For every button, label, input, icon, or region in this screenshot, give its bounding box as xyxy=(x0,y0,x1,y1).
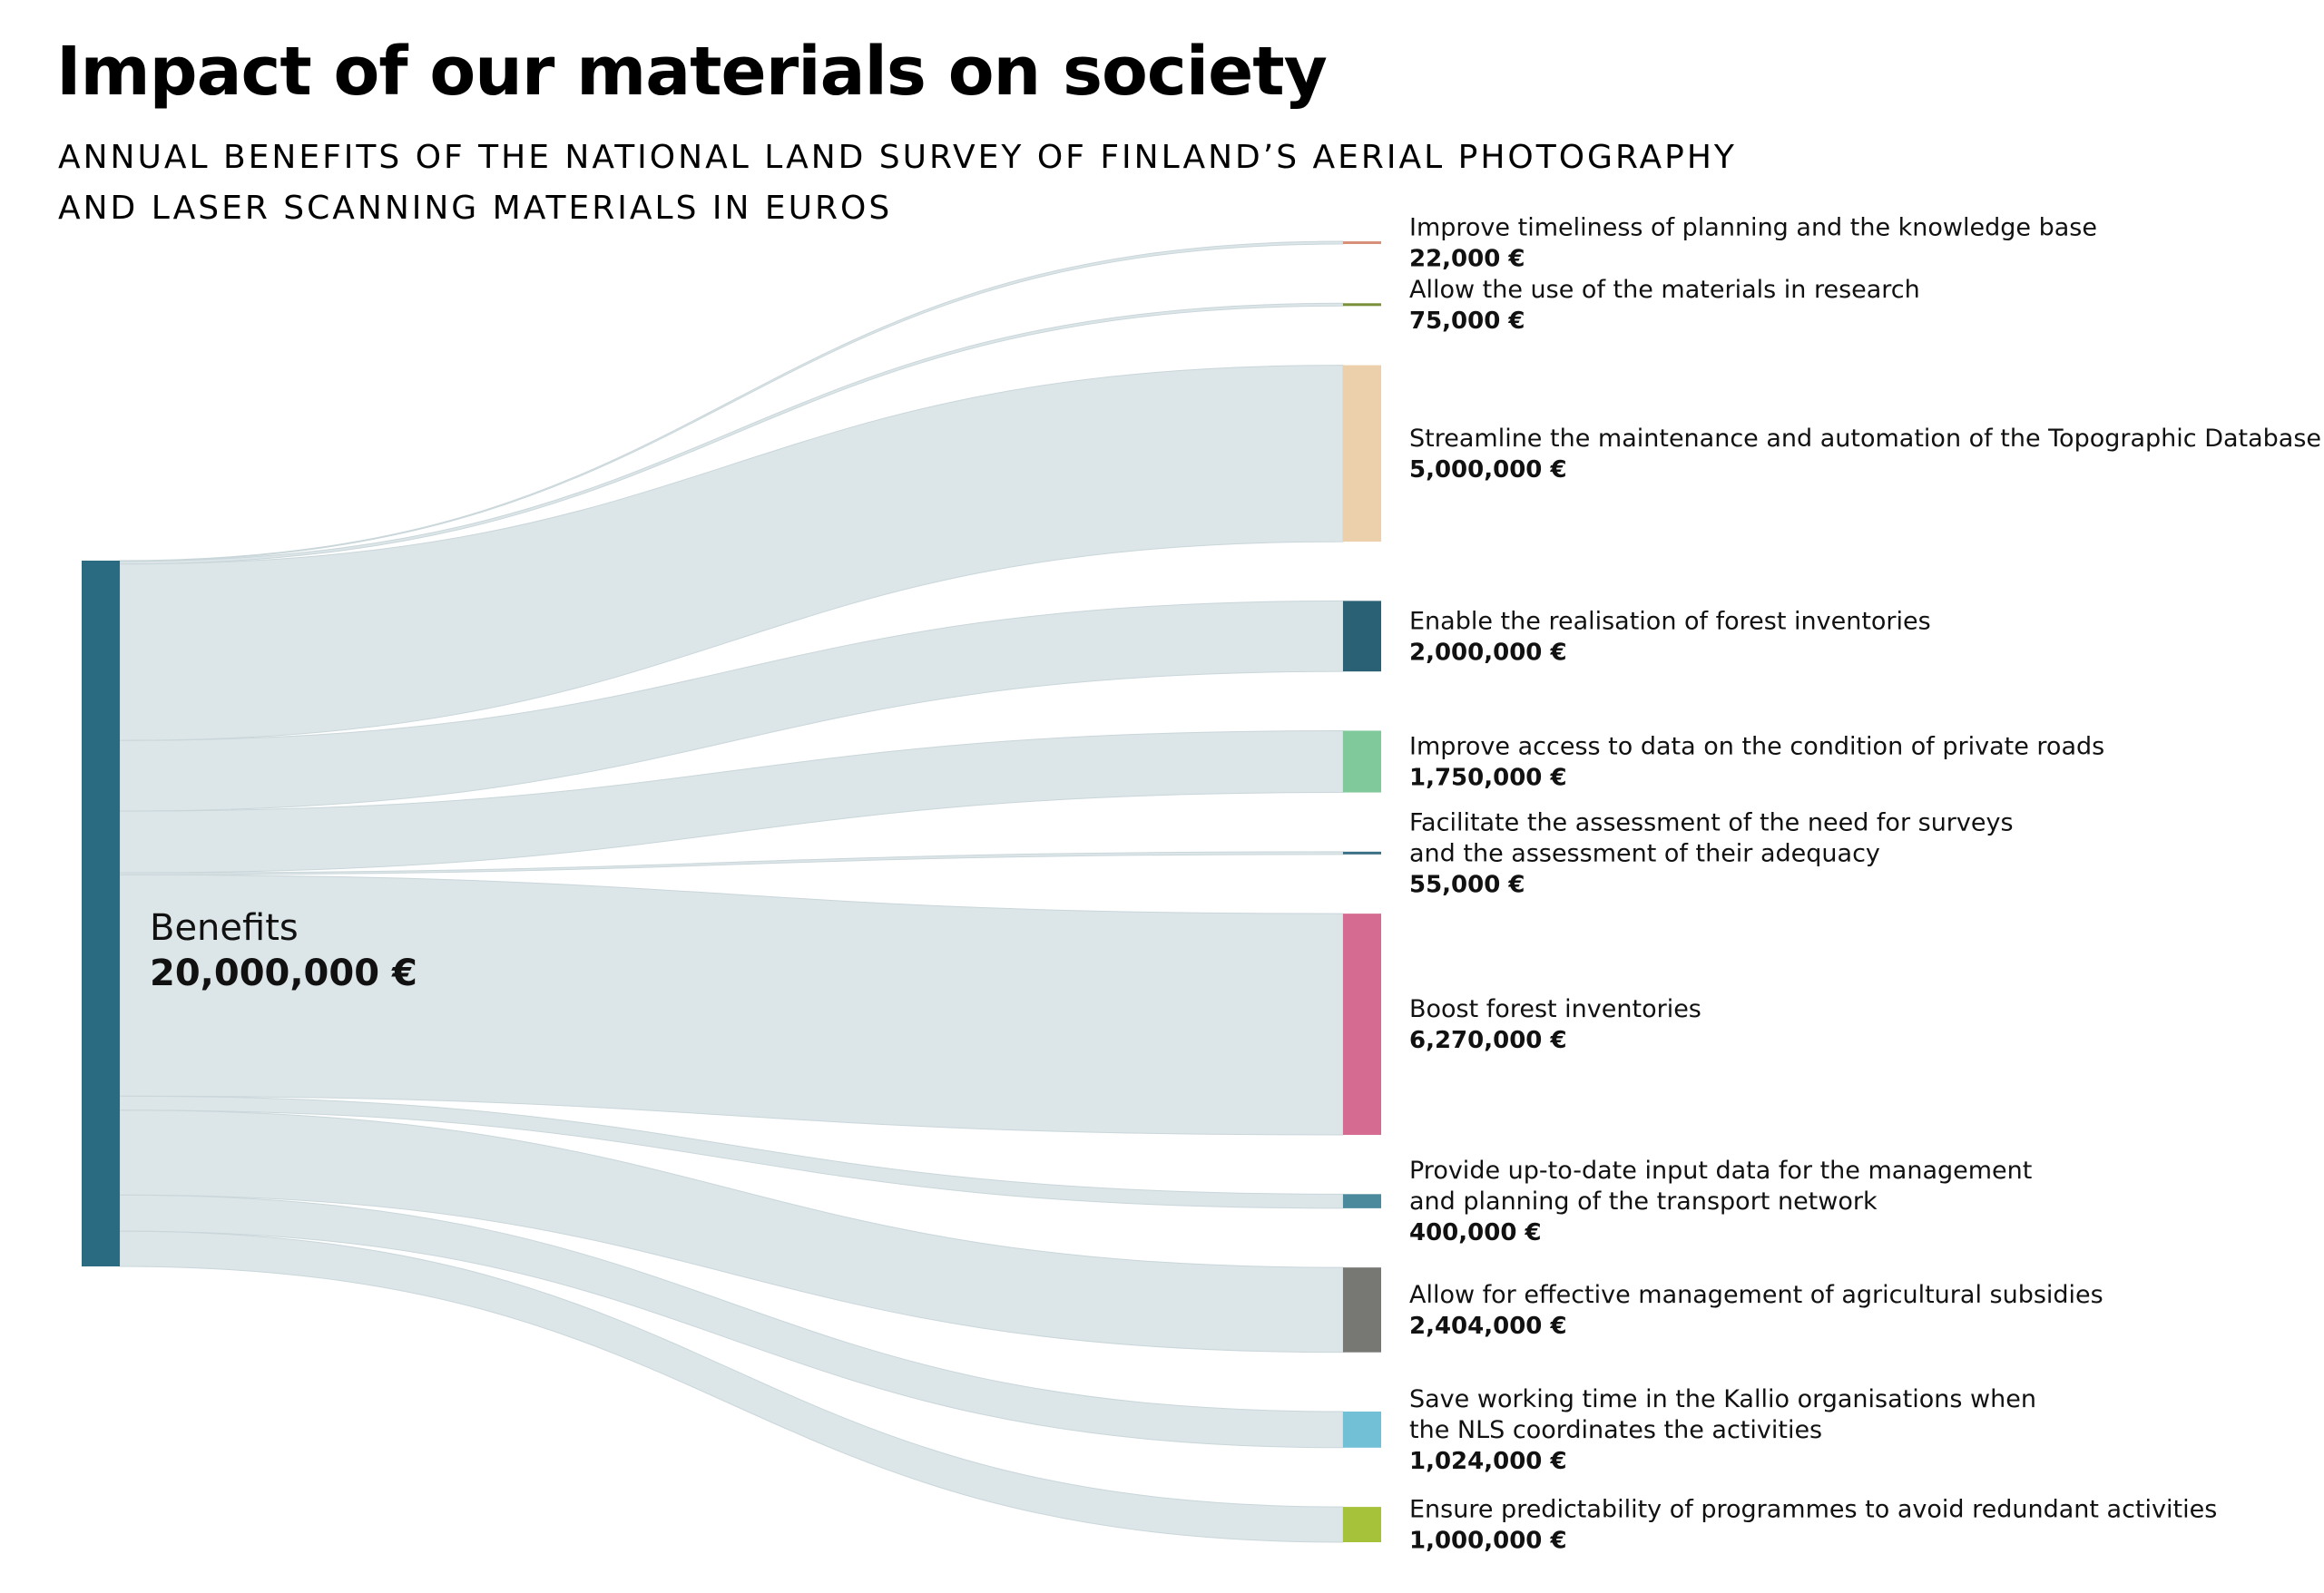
source-value-label: 20,000,000 € xyxy=(150,953,417,994)
target-value-label: 1,024,000 € xyxy=(1409,1448,1567,1475)
target-node xyxy=(1343,851,1381,855)
target-label: Save working time in the Kallio organisa… xyxy=(1409,1385,2036,1413)
target-node xyxy=(1343,241,1381,244)
target-value-label: 22,000 € xyxy=(1409,246,1525,273)
sankey-link xyxy=(119,874,1344,1136)
sankey-link xyxy=(119,600,1344,812)
chart-subtitle-line-1: ANNUAL BENEFITS OF THE NATIONAL LAND SUR… xyxy=(58,139,1737,176)
target-value-label: 75,000 € xyxy=(1409,308,1525,335)
target-node xyxy=(1343,1267,1381,1353)
sankey-nodes xyxy=(82,241,1381,1542)
target-label: Boost forest inventories xyxy=(1409,995,1701,1023)
target-label: Improve timeliness of planning and the k… xyxy=(1409,214,2097,242)
target-node xyxy=(1343,1194,1381,1208)
target-label: Enable the realisation of forest invento… xyxy=(1409,607,1931,635)
target-label: Provide up-to-date input data for the ma… xyxy=(1409,1157,2032,1185)
target-label: Improve access to data on the condition … xyxy=(1409,733,2104,761)
target-node xyxy=(1343,303,1381,307)
target-label: Facilitate the assessment of the need fo… xyxy=(1409,808,2014,836)
sankey-links xyxy=(119,240,1344,1543)
chart-title: Impact of our materials on society xyxy=(56,33,1328,111)
target-label: Allow for effective management of agricu… xyxy=(1409,1281,2103,1309)
target-label: Ensure predictability of programmes to a… xyxy=(1409,1496,2217,1524)
target-node xyxy=(1343,1411,1381,1448)
target-node xyxy=(1343,1507,1381,1542)
chart-subtitle-line-2: AND LASER SCANNING MATERIALS IN EUROS xyxy=(58,190,893,227)
sankey-link xyxy=(119,365,1344,741)
target-node xyxy=(1343,365,1381,542)
target-label: and the assessment of their adequacy xyxy=(1409,839,1880,867)
target-node xyxy=(1343,730,1381,793)
source-node-benefits xyxy=(82,561,120,1266)
target-value-label: 1,000,000 € xyxy=(1409,1528,1567,1555)
target-value-label: 400,000 € xyxy=(1409,1219,1542,1246)
target-node xyxy=(1343,914,1381,1136)
target-value-label: 6,270,000 € xyxy=(1409,1027,1567,1054)
target-value-label: 55,000 € xyxy=(1409,871,1525,898)
sankey-labels: Improve timeliness of planning and the k… xyxy=(150,214,2321,1555)
target-value-label: 5,000,000 € xyxy=(1409,456,1567,484)
sankey-link xyxy=(119,1194,1344,1449)
target-value-label: 1,750,000 € xyxy=(1409,765,1567,792)
target-value-label: 2,404,000 € xyxy=(1409,1313,1567,1340)
sankey-link xyxy=(119,1095,1344,1209)
target-label: the NLS coordinates the activities xyxy=(1409,1416,1822,1444)
target-value-label: 2,000,000 € xyxy=(1409,639,1567,666)
target-label: Streamline the maintenance and automatio… xyxy=(1409,425,2321,453)
source-label: Benefits xyxy=(150,907,299,949)
target-label: and planning of the transport network xyxy=(1409,1187,1878,1216)
target-node xyxy=(1343,601,1381,672)
target-label: Allow the use of the materials in resear… xyxy=(1409,276,1920,304)
